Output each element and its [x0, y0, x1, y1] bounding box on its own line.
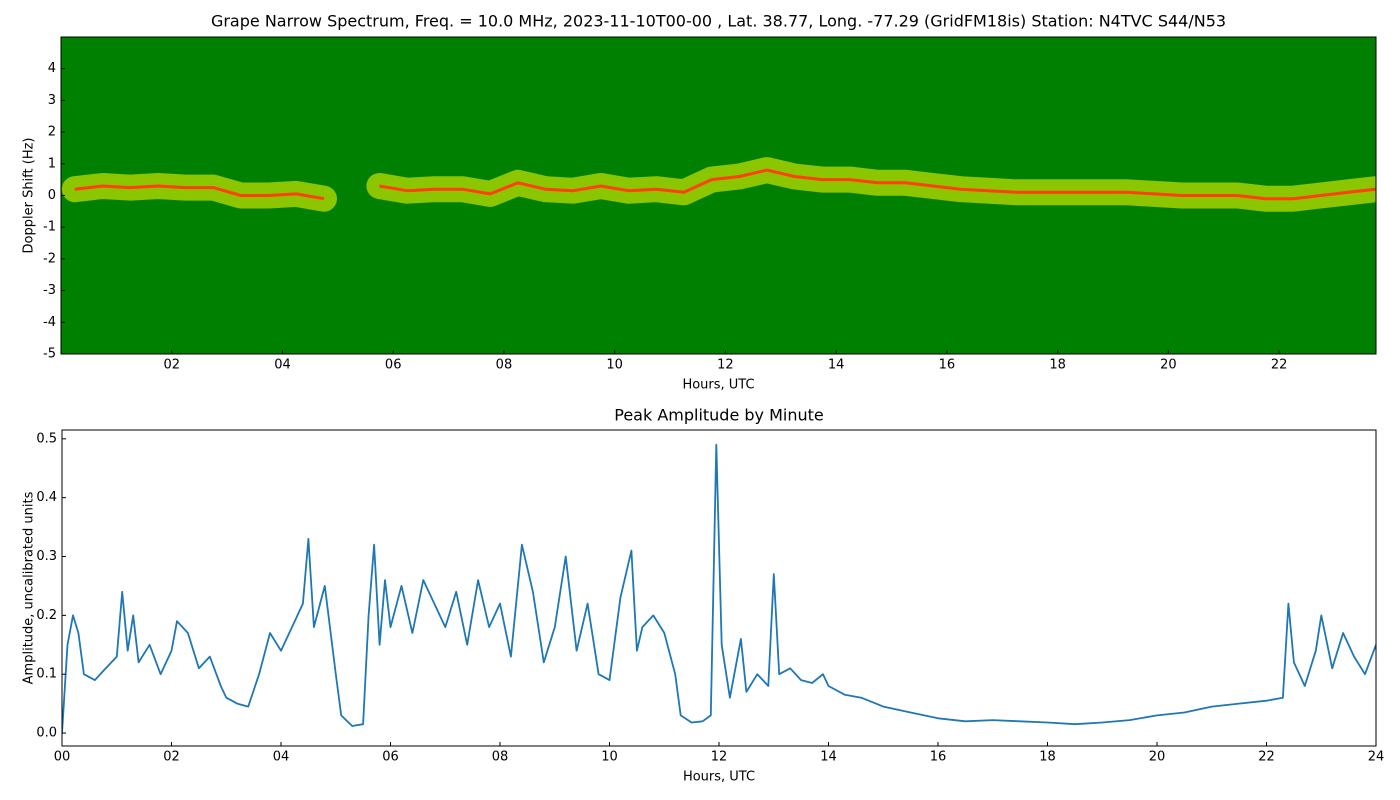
x-tick-label: 10: [606, 358, 623, 373]
x-tick-label: 12: [717, 358, 734, 373]
subplot: Peak Amplitude by Minute Hours, UTC Amplit…: [22, 406, 1385, 785]
y-tick-label: 0.3: [36, 549, 57, 564]
plot-area: [61, 37, 1376, 354]
y-tick-label: 0.5: [36, 431, 57, 446]
x-tick-label: 08: [496, 358, 513, 373]
x-tick-label: 04: [273, 750, 290, 765]
x-tick-label: 00: [54, 750, 71, 765]
x-tick-label: 06: [385, 358, 402, 373]
y-tick-label: 0.2: [36, 608, 57, 623]
y-tick-label: -2: [43, 251, 56, 266]
y-tick-label: 0.1: [36, 667, 57, 682]
y-tick-label: -4: [43, 315, 56, 330]
y-tick-label: -5: [43, 347, 56, 362]
x-tick-label: 08: [492, 750, 509, 765]
x-tick-label: 16: [939, 358, 956, 373]
y-tick-label: 1: [48, 156, 56, 171]
y-tick-label: -1: [43, 220, 56, 235]
y-tick-label: 0.4: [36, 490, 57, 505]
x-tick-label: 06: [382, 750, 399, 765]
doppler-trace: [379, 168, 1376, 201]
x-tick-label: 02: [163, 358, 180, 373]
x-axis-label: Hours, UTC: [682, 378, 754, 393]
x-tick-label: 20: [1149, 750, 1166, 765]
y-tick-label: 0.0: [36, 726, 57, 741]
axes-frame: [61, 429, 1377, 747]
x-tick-label: 18: [1039, 750, 1056, 765]
x-tick-label: 14: [820, 750, 837, 765]
x-tick-label: 24: [1368, 750, 1385, 765]
y-tick-label: 2: [48, 125, 56, 140]
amplitude-line: [62, 443, 1376, 734]
x-tick-label: 22: [1258, 750, 1275, 765]
x-tick-label: 10: [601, 750, 618, 765]
y-tick-label: -3: [43, 283, 56, 298]
x-tick-label: 12: [711, 750, 728, 765]
x-tick-label: 22: [1271, 358, 1288, 373]
doppler-trace: [74, 184, 325, 201]
y-tick-label: 0: [48, 188, 56, 203]
x-tick-label: 16: [930, 750, 947, 765]
y-tick-label: 3: [48, 93, 56, 108]
x-tick-label: 18: [1049, 358, 1066, 373]
plot-area: [62, 443, 1376, 734]
y-axis-label: Amplitude, uncalibrated units: [22, 491, 37, 684]
x-axis-label: Hours, UTC: [683, 770, 755, 785]
x-tick-label: 14: [828, 358, 845, 373]
chart-title: Peak Amplitude by Minute: [614, 406, 824, 425]
y-axis-label: Doppler Shift (Hz): [22, 138, 37, 254]
x-tick-label: 02: [163, 750, 180, 765]
x-tick-label: 04: [274, 358, 291, 373]
chart-title: Grape Narrow Spectrum, Freq. = 10.0 MHz,…: [211, 12, 1226, 31]
subplot: Grape Narrow Spectrum, Freq. = 10.0 MHz,…: [22, 12, 1377, 393]
y-tick-label: 4: [48, 61, 56, 76]
x-tick-label: 20: [1160, 358, 1177, 373]
